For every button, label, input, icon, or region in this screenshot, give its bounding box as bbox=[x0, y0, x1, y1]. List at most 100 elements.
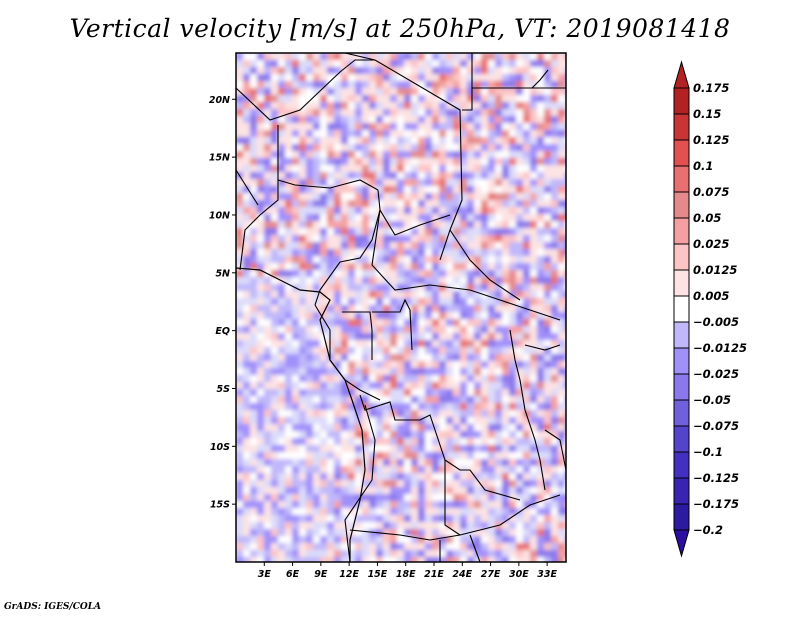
field-cell bbox=[474, 389, 483, 398]
field-cell bbox=[488, 256, 497, 265]
field-cell bbox=[369, 438, 378, 447]
field-cell bbox=[446, 144, 455, 153]
field-cell bbox=[558, 123, 566, 132]
border-line bbox=[462, 53, 473, 111]
field-cell bbox=[390, 459, 399, 468]
field-cell bbox=[334, 410, 343, 419]
field-cell bbox=[236, 137, 245, 146]
field-cell bbox=[509, 466, 518, 475]
field-cell bbox=[502, 242, 511, 251]
field-cell bbox=[285, 137, 294, 146]
field-cell bbox=[264, 396, 273, 405]
field-cell bbox=[390, 88, 399, 97]
field-cell bbox=[327, 403, 336, 412]
field-cell bbox=[376, 557, 385, 562]
field-cell bbox=[495, 81, 504, 90]
field-cell bbox=[432, 235, 441, 244]
field-cell bbox=[404, 515, 413, 524]
field-cell bbox=[432, 291, 441, 300]
field-cell bbox=[327, 88, 336, 97]
field-cell bbox=[523, 445, 532, 454]
field-cell bbox=[467, 487, 476, 496]
field-cell bbox=[502, 333, 511, 342]
field-cell bbox=[467, 214, 476, 223]
field-cell bbox=[411, 228, 420, 237]
field-cell bbox=[425, 144, 434, 153]
field-cell bbox=[544, 249, 553, 258]
field-cell bbox=[404, 466, 413, 475]
field-cell bbox=[306, 130, 315, 139]
field-cell bbox=[474, 305, 483, 314]
field-cell bbox=[432, 249, 441, 258]
field-cell bbox=[250, 102, 259, 111]
field-cell bbox=[474, 452, 483, 461]
field-cell bbox=[313, 319, 322, 328]
field-cell bbox=[334, 438, 343, 447]
field-cell bbox=[243, 228, 252, 237]
field-cell bbox=[502, 235, 511, 244]
field-cell bbox=[390, 382, 399, 391]
x-tick-label: 21E bbox=[424, 569, 444, 580]
field-cell bbox=[523, 354, 532, 363]
field-cell bbox=[530, 361, 539, 370]
field-cell bbox=[334, 123, 343, 132]
field-cell bbox=[278, 529, 287, 538]
field-cell bbox=[376, 123, 385, 132]
field-cell bbox=[250, 466, 259, 475]
field-cell bbox=[411, 116, 420, 125]
field-cell bbox=[257, 144, 266, 153]
field-cell bbox=[236, 410, 245, 419]
field-cell bbox=[362, 529, 371, 538]
field-cell bbox=[460, 480, 469, 489]
field-cell bbox=[369, 536, 378, 545]
field-cell bbox=[390, 158, 399, 167]
field-cell bbox=[292, 270, 301, 279]
field-cell bbox=[341, 137, 350, 146]
field-cell bbox=[250, 410, 259, 419]
field-cell bbox=[299, 326, 308, 335]
field-cell bbox=[537, 473, 546, 482]
field-cell bbox=[411, 459, 420, 468]
field-cell bbox=[516, 529, 525, 538]
field-cell bbox=[292, 382, 301, 391]
field-cell bbox=[236, 102, 245, 111]
field-cell bbox=[537, 60, 546, 69]
field-cell bbox=[397, 277, 406, 286]
field-cell bbox=[236, 347, 245, 356]
field-cell bbox=[341, 459, 350, 468]
field-cell bbox=[355, 347, 364, 356]
field-cell bbox=[488, 144, 497, 153]
field-cell bbox=[446, 60, 455, 69]
field-cell bbox=[488, 214, 497, 223]
field-cell bbox=[271, 319, 280, 328]
field-cell bbox=[250, 459, 259, 468]
field-cell bbox=[446, 256, 455, 265]
field-cell bbox=[495, 403, 504, 412]
field-cell bbox=[537, 340, 546, 349]
field-cell bbox=[292, 228, 301, 237]
field-cell bbox=[327, 165, 336, 174]
field-cell bbox=[243, 298, 252, 307]
field-cell bbox=[320, 179, 329, 188]
field-cell bbox=[299, 151, 308, 160]
field-cell bbox=[558, 81, 566, 90]
field-cell bbox=[299, 81, 308, 90]
field-cell bbox=[439, 277, 448, 286]
field-cell bbox=[299, 88, 308, 97]
field-cell bbox=[453, 74, 462, 83]
field-cell bbox=[236, 466, 245, 475]
field-cell bbox=[383, 291, 392, 300]
field-cell bbox=[341, 347, 350, 356]
field-cell bbox=[271, 81, 280, 90]
field-cell bbox=[250, 508, 259, 517]
field-cell bbox=[334, 487, 343, 496]
field-cell bbox=[292, 543, 301, 552]
field-cell bbox=[425, 515, 434, 524]
field-cell bbox=[446, 438, 455, 447]
field-cell bbox=[446, 116, 455, 125]
field-cell bbox=[432, 158, 441, 167]
field-cell bbox=[278, 522, 287, 531]
field-cell bbox=[278, 326, 287, 335]
field-cell bbox=[292, 60, 301, 69]
field-cell bbox=[537, 529, 546, 538]
